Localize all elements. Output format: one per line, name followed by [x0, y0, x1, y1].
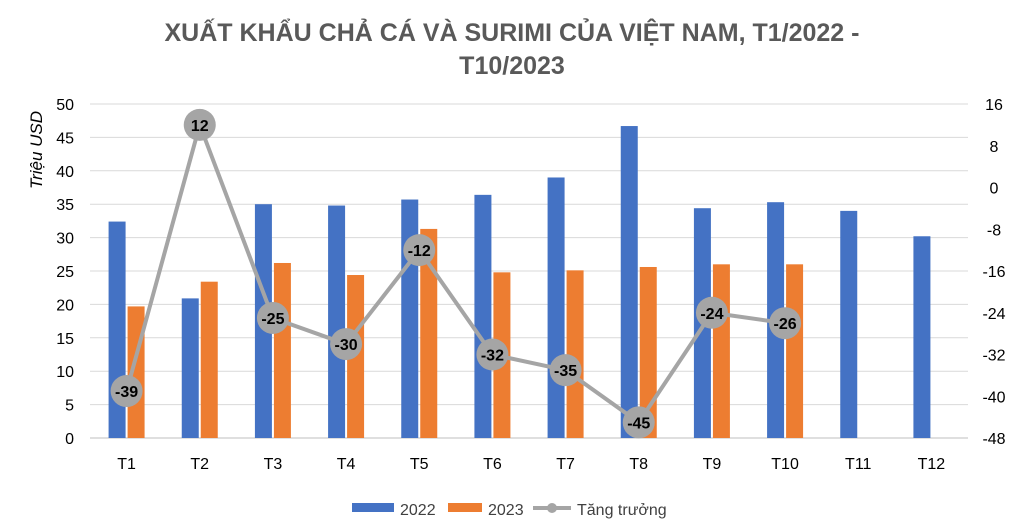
bar-2023-T5	[420, 228, 438, 438]
y2-tick-label: -48	[982, 431, 1005, 448]
y2-tick-label: -8	[987, 222, 1001, 239]
legend-swatch-2023	[448, 503, 482, 512]
bar-2022-T2	[181, 298, 199, 438]
bar-2022-T12	[913, 236, 931, 438]
x-tick-label: T4	[337, 456, 356, 473]
bar-2023-T8	[639, 266, 657, 438]
legend-swatch-2022	[352, 503, 394, 512]
x-tick-label: T6	[483, 456, 502, 473]
y-tick-label: 10	[56, 364, 74, 381]
chart-title-line-2: T10/2023	[459, 52, 565, 80]
growth-point-T5	[403, 234, 436, 267]
y-tick-label: 15	[56, 331, 74, 348]
growth-data-label: -12	[408, 243, 431, 260]
bar-2023-T9	[712, 264, 730, 438]
x-tick-label: T10	[771, 456, 799, 473]
growth-point-T6	[476, 338, 509, 371]
bar-2022-T8	[620, 126, 638, 438]
growth-data-label: -25	[261, 311, 284, 328]
y2-tick-label: -16	[982, 264, 1005, 281]
growth-point-T8	[622, 406, 655, 439]
growth-point-T4	[330, 328, 363, 361]
bar-2022-T6	[474, 194, 492, 438]
bar-2023-T2	[200, 281, 218, 438]
growth-point-T9	[695, 296, 728, 329]
y-tick-label: 5	[65, 398, 74, 415]
x-tick-label: T9	[703, 456, 722, 473]
y2-tick-label: 0	[990, 181, 999, 198]
x-tick-label: T2	[190, 456, 209, 473]
growth-point-T7	[549, 354, 582, 387]
y-tick-label: 50	[56, 97, 74, 114]
bar-2023-T7	[566, 270, 584, 438]
y-axis-left-ticks: 0 5 10 15 20 25 30 35 40 45 50	[56, 97, 74, 448]
growth-data-label: 12	[191, 118, 209, 135]
growth-data-label: -32	[481, 348, 504, 365]
growth-point-T10	[769, 307, 802, 340]
legend: 2022 2023 Tăng trưởng	[352, 502, 667, 519]
y-tick-label: 35	[56, 197, 74, 214]
y-tick-label: 40	[56, 164, 74, 181]
x-tick-label: T12	[918, 456, 946, 473]
growth-point-T1	[110, 375, 143, 408]
growth-data-label: -35	[554, 363, 577, 380]
x-tick-label: T5	[410, 456, 429, 473]
growth-data-label: -45	[627, 415, 650, 432]
y2-tick-label: -32	[982, 348, 1005, 365]
y-axis-label: Triệu USD	[27, 111, 46, 189]
bar-2022-T11	[840, 210, 858, 438]
y2-tick-label: 8	[990, 139, 999, 156]
growth-data-label: -26	[774, 316, 797, 333]
x-tick-label: T11	[845, 456, 871, 473]
growth-data-label: -24	[700, 306, 723, 323]
growth-point-T2	[183, 108, 216, 141]
y-axis-right-ticks: -48 -40 -32 -24 -16 -8 0 8 16	[982, 97, 1005, 448]
growth-data-label: -30	[335, 337, 358, 354]
x-tick-label: T7	[556, 456, 575, 473]
y-tick-label: 20	[56, 297, 74, 314]
bar-2022-T4	[328, 205, 346, 438]
legend-label-growth: Tăng trưởng	[577, 502, 667, 519]
legend-swatch-marker	[547, 503, 557, 513]
y2-tick-label: -24	[982, 306, 1005, 323]
gridlines	[90, 103, 968, 439]
y2-tick-label: -40	[982, 389, 1005, 406]
y-tick-label: 0	[65, 431, 74, 448]
y-tick-label: 25	[56, 264, 74, 281]
y-tick-label: 30	[56, 231, 74, 248]
x-tick-label: T8	[629, 456, 648, 473]
legend-label-2023: 2023	[488, 502, 524, 519]
legend-label-2022: 2022	[400, 502, 436, 519]
bar-2022-T7	[547, 177, 565, 439]
growth-line: -39 12 -25 -30 -12 -32 -35 -45 -24 -26	[110, 108, 802, 439]
y2-tick-label: 16	[985, 97, 1003, 114]
bar-2023-T3	[273, 262, 291, 438]
growth-point-T3	[256, 301, 289, 334]
x-tick-label: T3	[264, 456, 283, 473]
growth-line-path	[124, 122, 786, 425]
y-tick-label: 45	[56, 130, 74, 147]
x-tick-label: T1	[117, 456, 136, 473]
growth-data-label: -39	[115, 384, 138, 401]
x-axis-ticks: T1 T2 T3 T4 T5 T6 T7 T8 T9 T10 T11 T12	[117, 456, 945, 473]
bar-2023-T10	[786, 264, 804, 438]
chart-title-line-1: XUẤT KHẨU CHẢ CÁ VÀ SURIMI CỦA VIỆT NAM,…	[165, 17, 860, 47]
bars	[108, 126, 931, 439]
